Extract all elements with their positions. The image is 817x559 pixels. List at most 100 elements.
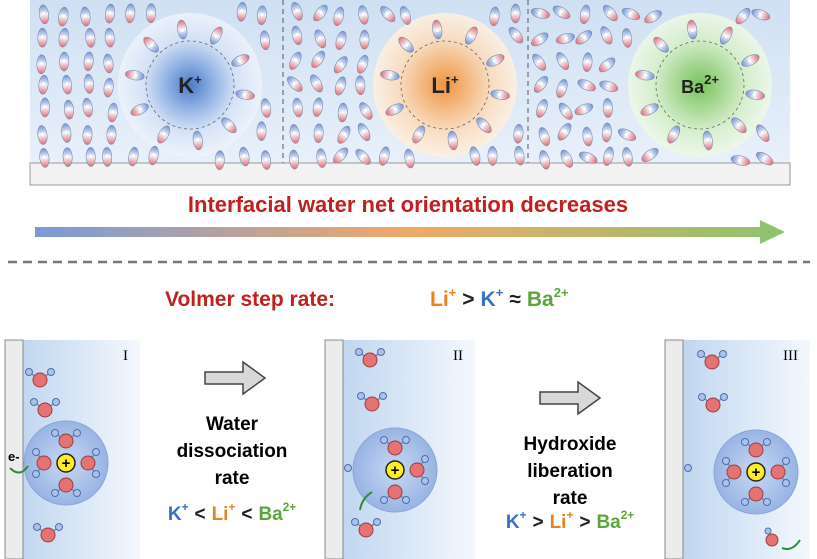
- water-molecule: [256, 121, 267, 141]
- water: [380, 484, 410, 504]
- water-molecule: [539, 150, 550, 170]
- molecule-dot: [196, 137, 200, 141]
- water-molecule: [287, 76, 303, 92]
- hydrogen: [92, 448, 100, 456]
- molecule-dot: [339, 83, 343, 87]
- molecule-dot: [149, 10, 153, 14]
- water-molecule: [582, 52, 593, 72]
- water: [51, 477, 81, 497]
- water-molecule: [292, 97, 303, 118]
- rate-order: Li+ > K+ ≈ Ba2+: [430, 285, 569, 311]
- molecule-dot: [706, 137, 710, 141]
- hydrogen: [355, 348, 363, 356]
- hydrogen: [741, 498, 749, 506]
- water-molecule: [579, 4, 591, 25]
- molecule-dot: [339, 62, 343, 66]
- water-molecule: [735, 7, 751, 25]
- water-molecule: [148, 145, 159, 166]
- water: [355, 348, 385, 368]
- molecule-dot: [736, 123, 740, 127]
- water-molecule: [291, 1, 303, 21]
- molecule-dot: [337, 13, 341, 17]
- molecule-dot: [106, 60, 110, 64]
- water-molecule: [532, 53, 547, 71]
- oxygen: [36, 455, 52, 471]
- hydrogen: [763, 498, 771, 506]
- molecule-dot: [583, 35, 587, 39]
- molecule-dot: [407, 156, 411, 160]
- water-molecule: [508, 26, 524, 44]
- water-molecule: [125, 70, 145, 81]
- ion-symbol: Ba: [527, 288, 554, 311]
- water-molecule: [577, 79, 596, 92]
- cation-charge: +: [752, 464, 761, 481]
- water-molecule: [385, 103, 404, 116]
- water-molecule: [40, 97, 50, 118]
- hydrogen: [47, 368, 55, 376]
- hydrogen: [722, 479, 730, 487]
- water-molecule: [214, 150, 225, 171]
- molecule-dot: [66, 154, 70, 158]
- molecule-dot: [110, 132, 114, 136]
- molecule-dot: [586, 59, 590, 63]
- hydroxide: [765, 533, 779, 547]
- water-molecule: [104, 27, 115, 48]
- water-molecule: [130, 103, 149, 116]
- water-molecule: [730, 155, 751, 166]
- molecule-dot: [385, 11, 389, 15]
- molecule-dot: [737, 158, 741, 162]
- water: [697, 350, 727, 370]
- molecule-dot: [317, 57, 321, 61]
- oxygen: [705, 397, 721, 413]
- molecule-dot: [758, 12, 762, 16]
- water-molecule: [334, 76, 347, 96]
- transition-label: Water: [206, 414, 259, 435]
- ion-charge: 2+: [554, 285, 569, 300]
- molecule-dot: [293, 131, 297, 135]
- water-molecule: [36, 54, 47, 75]
- water-molecule: [103, 77, 114, 98]
- molecule-dot: [539, 37, 543, 41]
- molecule-dot: [469, 34, 473, 38]
- hydrogen: [25, 368, 33, 376]
- water-molecule: [359, 102, 373, 120]
- transition-label: Hydroxide: [524, 434, 617, 455]
- molecule-dot: [644, 73, 648, 77]
- molecule-dot: [40, 61, 44, 65]
- water-molecule: [61, 123, 72, 143]
- hydration-shell: [145, 40, 235, 130]
- molecule-dot: [132, 154, 136, 158]
- oxygen: [358, 522, 374, 538]
- water-molecule: [464, 26, 478, 45]
- water-molecule: [601, 122, 612, 143]
- molecule-dot: [88, 35, 92, 39]
- molecule-dot: [559, 10, 563, 14]
- molecule-dot: [435, 29, 439, 33]
- water: [770, 457, 790, 487]
- hydrogen: [719, 350, 727, 358]
- water: [741, 438, 771, 458]
- water-molecule: [231, 54, 250, 67]
- water-molecule: [510, 3, 521, 24]
- water-molecule: [58, 6, 69, 27]
- molecule-dot: [724, 34, 728, 38]
- molecule-dot: [606, 105, 610, 109]
- molecule-dot: [296, 105, 300, 109]
- molecule-dot: [604, 32, 608, 36]
- ion-label: Li+: [431, 72, 459, 98]
- molecule-dot: [43, 104, 47, 108]
- water: [351, 518, 381, 538]
- molecule-dot: [150, 43, 154, 47]
- molecule-dot: [517, 153, 521, 157]
- water-molecule: [667, 125, 681, 144]
- molecule-dot: [83, 14, 87, 18]
- water: [409, 455, 429, 485]
- molecule-dot: [492, 59, 496, 63]
- gradient-arrow: [35, 220, 785, 244]
- molecule-dot: [341, 109, 345, 113]
- water-molecule: [85, 28, 96, 48]
- water: [357, 392, 387, 412]
- molecule-dot: [295, 8, 299, 12]
- molecule-dot: [690, 29, 694, 33]
- water-molecule: [291, 25, 303, 45]
